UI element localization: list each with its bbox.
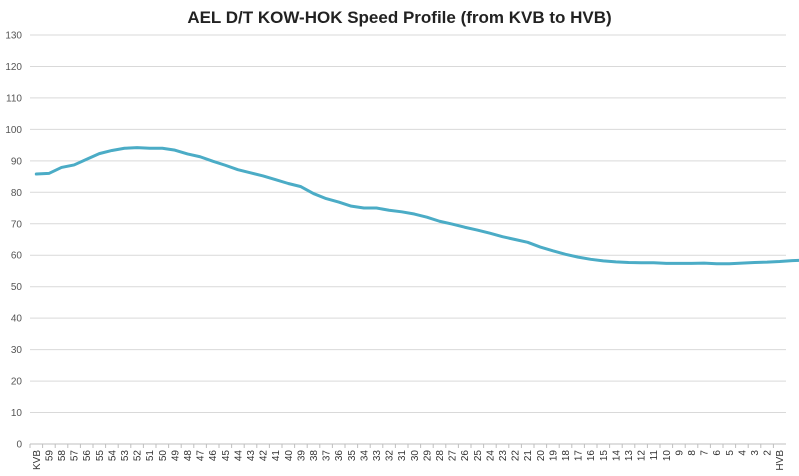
x-tick-label: 19 (548, 450, 559, 462)
x-tick-label: 25 (473, 450, 484, 462)
x-tick-label: 37 (322, 450, 333, 462)
x-tick-label: 43 (246, 450, 257, 462)
y-tick-label: 70 (11, 219, 23, 230)
x-tick-label: 8 (687, 450, 698, 456)
x-tick-label: 52 (133, 450, 144, 462)
y-tick-label: 120 (5, 62, 22, 73)
series-line (34, 146, 799, 266)
x-tick-label: 22 (511, 450, 522, 462)
y-tick-label: 110 (6, 93, 22, 104)
x-tick-label: 13 (624, 450, 635, 462)
x-tick-label: 24 (485, 450, 496, 462)
y-tick-label: 60 (11, 251, 23, 262)
y-axis-ticks: 0 10 20 30 40 50 60 70 80 90 100 110 120 130 (5, 31, 22, 451)
x-tick-label: 27 (448, 450, 459, 462)
y-tick-label: 130 (5, 31, 22, 42)
x-tick-label: 55 (95, 450, 106, 462)
x-tick-label: 26 (460, 450, 471, 462)
y-tick-label: 80 (11, 188, 23, 199)
x-tick-label: 38 (309, 450, 320, 462)
x-tick-label: 35 (347, 450, 358, 462)
x-tick-label: 54 (107, 450, 118, 462)
x-tick-label: 17 (574, 450, 585, 462)
x-tick-label: 23 (498, 450, 509, 462)
x-tick-label: 6 (712, 450, 723, 456)
x-tick-label: 30 (410, 450, 421, 462)
x-axis-ticks: KVB 59 58 57 56 55 54 53 52 51 50 49 48 47 46 45 44 43 42 4… (29, 444, 786, 471)
x-tick-label: 57 (70, 450, 81, 462)
x-tick-label: 9 (674, 450, 685, 456)
series-layer (34, 146, 799, 266)
x-tick-label: 21 (523, 450, 534, 462)
x-tick-label: 34 (359, 450, 370, 462)
x-tick-label: 18 (561, 450, 572, 462)
x-tick-label: 53 (120, 450, 131, 462)
x-tick-label: 44 (233, 450, 244, 462)
y-tick-label: 50 (11, 282, 23, 293)
x-tick-label: 11 (649, 450, 660, 461)
x-tick-label: 16 (586, 450, 597, 462)
x-tick-label: 12 (637, 450, 648, 462)
x-tick-label: 5 (725, 450, 736, 456)
x-tick-label: 51 (145, 450, 156, 462)
chart-title: AEL D/T KOW-HOK Speed Profile (from KVB … (187, 8, 612, 27)
y-tick-label: 90 (11, 156, 23, 167)
x-tick-label: 58 (57, 450, 68, 462)
x-tick-label: 36 (334, 450, 345, 462)
x-tick-label: 4 (737, 450, 748, 456)
x-tick-label: 31 (397, 450, 408, 462)
x-tick-label: 7 (700, 450, 711, 456)
x-tick-label: 2 (763, 450, 774, 456)
x-tick-label: 56 (82, 450, 93, 462)
x-tick-label: 10 (662, 450, 673, 462)
y-tick-label: 0 (16, 440, 22, 451)
x-tick-label: 14 (611, 450, 622, 462)
x-tick-label: 50 (158, 450, 169, 462)
y-tick-label: 30 (11, 345, 23, 356)
x-tick-label: 42 (259, 450, 270, 462)
x-tick-label: 39 (296, 450, 307, 462)
x-tick-label: 20 (536, 450, 547, 462)
x-tick-label: 32 (385, 450, 396, 462)
x-tick-label: 45 (221, 450, 232, 462)
x-tick-label: 49 (170, 450, 181, 462)
y-tick-label: 40 (11, 314, 23, 325)
x-tick-label: 59 (44, 450, 55, 462)
x-tick-label: 33 (372, 450, 383, 462)
x-tick-label: HVB (775, 450, 786, 471)
y-tick-label: 20 (11, 377, 23, 388)
x-tick-label: 3 (750, 450, 761, 456)
x-tick-label: 47 (196, 450, 207, 462)
x-tick-label: KVB (32, 450, 43, 470)
y-tick-label: 100 (5, 125, 22, 136)
x-tick-label: 46 (208, 450, 219, 462)
x-tick-label: 29 (422, 450, 433, 462)
x-tick-label: 41 (271, 450, 282, 462)
x-tick-label: 15 (599, 450, 610, 462)
x-tick-label: 40 (284, 450, 295, 462)
y-tick-label: 10 (11, 408, 23, 419)
grid-layer (30, 34, 786, 445)
x-tick-label: 48 (183, 450, 194, 462)
x-tick-label: 28 (435, 450, 446, 462)
